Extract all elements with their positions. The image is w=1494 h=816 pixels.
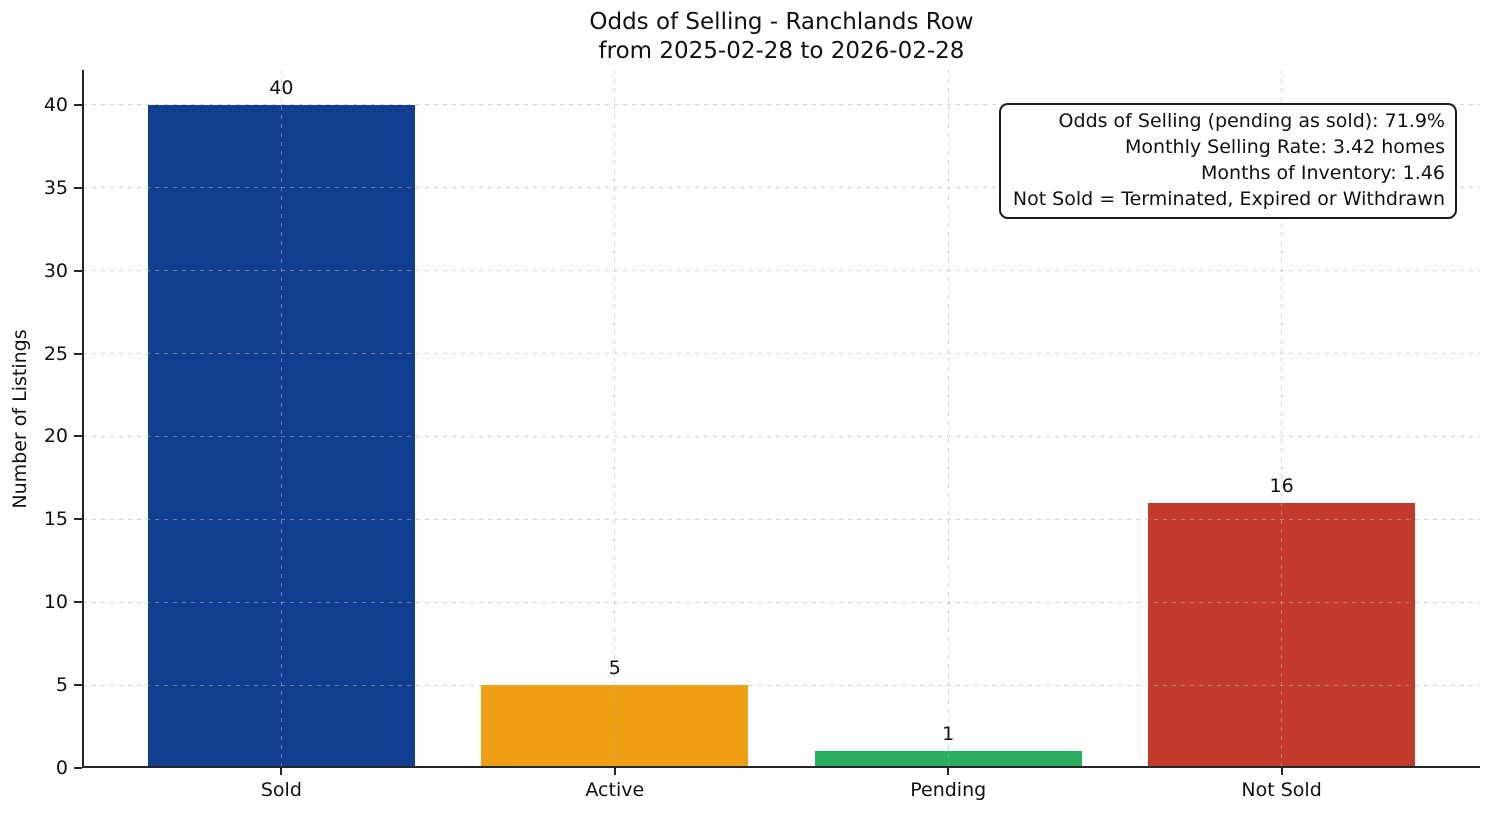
annotation-line-inventory: Months of Inventory: 1.46 bbox=[1201, 162, 1445, 184]
x-tick-label-not-sold: Not Sold bbox=[1241, 779, 1322, 801]
annotation-line-odds: Odds of Selling (pending as sold): 71.9% bbox=[1058, 110, 1445, 132]
y-axis-spine bbox=[82, 70, 84, 768]
y-tick-mark bbox=[74, 601, 82, 604]
annotation-line-not-sold-note: Not Sold = Terminated, Expired or Withdr… bbox=[1012, 188, 1445, 210]
gridline-horizontal bbox=[83, 104, 1480, 106]
annotation-line-monthly-rate: Monthly Selling Rate: 3.42 homes bbox=[1125, 136, 1445, 158]
y-tick-mark bbox=[74, 518, 82, 521]
y-tick-mark bbox=[74, 269, 82, 272]
y-tick-mark bbox=[74, 684, 82, 687]
y-tick-label: 35 bbox=[43, 176, 68, 199]
y-tick-mark bbox=[74, 186, 82, 189]
annotation-box: Odds of Selling (pending as sold): 71.9%… bbox=[998, 103, 1457, 219]
bar-value-label: 1 bbox=[942, 723, 955, 746]
y-tick-mark bbox=[74, 767, 82, 769]
bar-value-label: 16 bbox=[1269, 474, 1294, 497]
y-tick-label: 5 bbox=[55, 674, 68, 697]
gridline-vertical bbox=[947, 70, 949, 768]
y-tick-label: 20 bbox=[43, 425, 68, 448]
gridline-horizontal bbox=[83, 435, 1480, 437]
y-tick-label: 30 bbox=[43, 259, 68, 282]
gridline-horizontal bbox=[83, 187, 1480, 189]
x-tick-mark bbox=[613, 768, 616, 775]
plot-area: Odds of Selling (pending as sold): 71.9%… bbox=[83, 70, 1480, 768]
x-axis-spine bbox=[82, 766, 1480, 768]
y-tick-label: 40 bbox=[43, 93, 68, 116]
x-tick-mark bbox=[1280, 768, 1283, 775]
chart-title: Odds of Selling - Ranchlands Row bbox=[589, 9, 974, 35]
chart-title-block: Odds of Selling - Ranchlands Row from 20… bbox=[83, 8, 1480, 66]
y-tick-mark bbox=[74, 352, 82, 355]
gridline-horizontal bbox=[83, 601, 1480, 603]
gridline-vertical bbox=[614, 70, 616, 768]
gridline-vertical bbox=[280, 70, 282, 768]
chart-subtitle: from 2025-02-28 to 2026-02-28 bbox=[598, 38, 965, 64]
y-tick-label: 15 bbox=[43, 508, 68, 531]
gridline-horizontal bbox=[83, 684, 1480, 686]
gridline-horizontal bbox=[83, 518, 1480, 520]
x-tick-label-active: Active bbox=[585, 779, 645, 801]
gridline-vertical bbox=[1281, 70, 1283, 768]
gridline-horizontal bbox=[83, 270, 1480, 272]
x-tick-label-pending: Pending bbox=[910, 779, 987, 801]
y-tick-mark bbox=[74, 435, 82, 438]
bar-value-label: 40 bbox=[269, 76, 294, 99]
x-tick-label-sold: Sold bbox=[260, 779, 302, 801]
x-tick-mark bbox=[280, 768, 283, 775]
bar-value-label: 5 bbox=[608, 657, 621, 680]
y-tick-label: 25 bbox=[43, 342, 68, 365]
y-tick-mark bbox=[74, 103, 82, 106]
y-tick-label: 0 bbox=[55, 757, 68, 779]
gridline-horizontal bbox=[83, 353, 1480, 354]
y-tick-label: 10 bbox=[43, 591, 68, 614]
x-tick-mark bbox=[947, 768, 950, 775]
